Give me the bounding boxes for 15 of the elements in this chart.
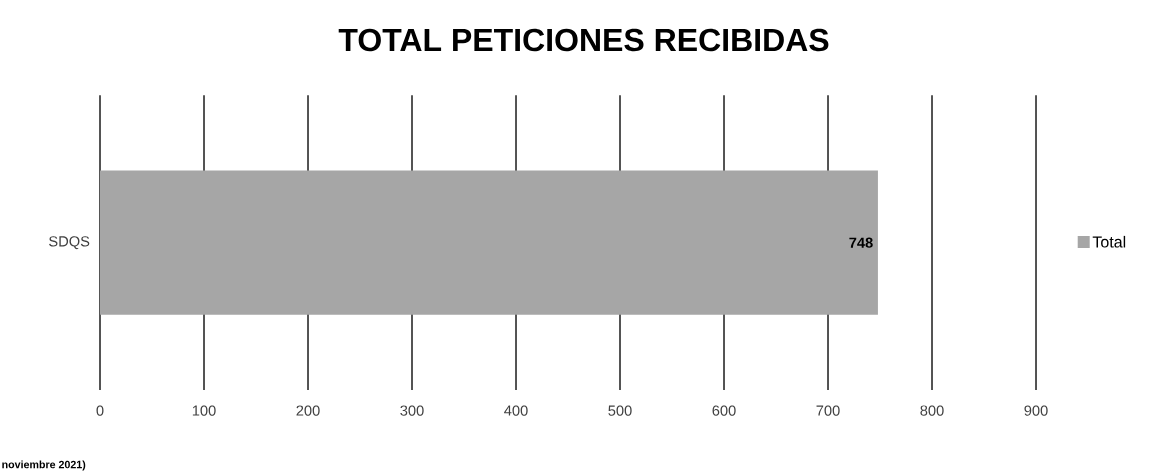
x-tick-label: 500 — [608, 405, 632, 416]
x-tick-label: 400 — [504, 405, 528, 416]
x-tick-label: 200 — [296, 405, 320, 416]
x-tick-label: 800 — [920, 405, 944, 416]
x-tick-label: 700 — [816, 405, 840, 416]
x-tick-label: 100 — [192, 405, 216, 416]
chart-title: TOTAL PETICIONES RECIBIDAS — [338, 28, 829, 52]
y-tick-label: SDQS — [49, 236, 90, 250]
text: noviembre 2021) — [2, 460, 86, 471]
x-tick-label: 0 — [96, 405, 104, 416]
x-tick-label: 900 — [1024, 405, 1048, 416]
x-tick-label: 300 — [400, 405, 424, 416]
x-tick-label: 600 — [712, 405, 736, 416]
data-label: 748 — [849, 237, 873, 248]
legend-label: Total — [1092, 235, 1126, 248]
